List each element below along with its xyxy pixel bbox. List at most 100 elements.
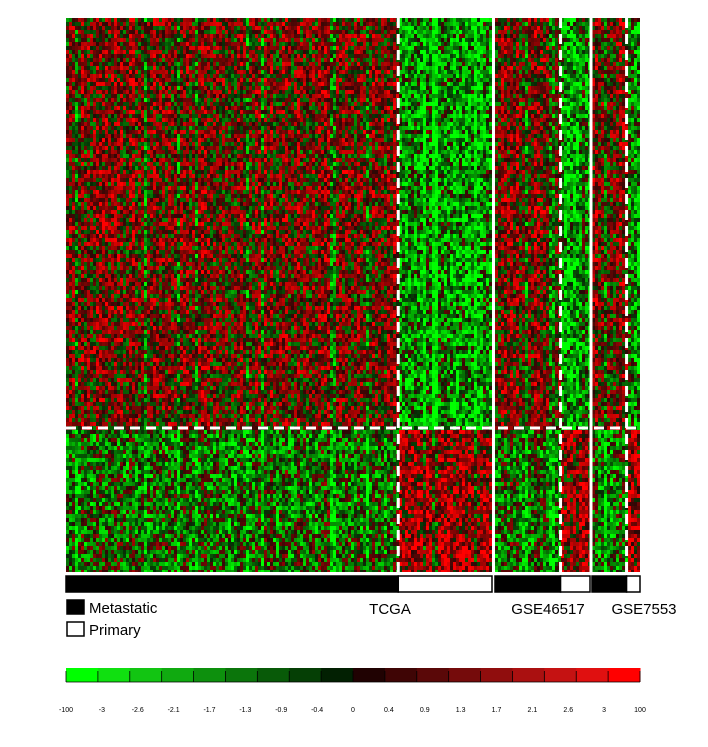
heatmap-cell xyxy=(282,106,285,110)
heatmap-cell xyxy=(324,70,327,74)
heatmap-cell xyxy=(117,154,120,158)
heatmap-cell xyxy=(189,94,192,98)
heatmap-cell xyxy=(420,46,423,50)
heatmap-cell xyxy=(306,78,309,82)
heatmap-cell xyxy=(204,114,207,118)
heatmap-cell xyxy=(477,38,480,42)
heatmap-cell xyxy=(477,150,480,154)
heatmap-cell xyxy=(426,82,429,86)
heatmap-cell xyxy=(234,34,237,38)
heatmap-cell xyxy=(252,22,255,26)
heatmap-cell xyxy=(459,30,462,34)
heatmap-cell xyxy=(210,22,213,26)
heatmap-cell xyxy=(351,110,354,114)
heatmap-cell xyxy=(225,54,228,58)
heatmap-cell xyxy=(456,134,459,138)
heatmap-cell xyxy=(336,34,339,38)
heatmap-cell xyxy=(306,94,309,98)
heatmap-cell xyxy=(174,46,177,50)
heatmap-cell xyxy=(159,86,162,90)
heatmap-cell xyxy=(354,86,357,90)
heatmap-cell xyxy=(258,114,261,118)
heatmap-cell xyxy=(354,34,357,38)
heatmap-cell xyxy=(408,154,411,158)
heatmap-cell xyxy=(303,150,306,154)
heatmap-cell xyxy=(105,74,108,78)
heatmap-cell xyxy=(216,30,219,34)
heatmap-cell xyxy=(186,86,189,90)
heatmap-cell xyxy=(96,102,99,106)
heatmap-cell xyxy=(339,78,342,82)
heatmap-cell xyxy=(198,98,201,102)
heatmap-cell xyxy=(303,50,306,54)
heatmap-cell xyxy=(153,98,156,102)
heatmap-cell xyxy=(294,58,297,62)
heatmap-cell xyxy=(405,70,408,74)
heatmap-cell xyxy=(486,22,489,26)
heatmap-cell xyxy=(390,134,393,138)
heatmap-cell xyxy=(117,30,120,34)
heatmap-cell xyxy=(249,42,252,46)
heatmap-cell xyxy=(288,118,291,122)
heatmap-cell xyxy=(114,142,117,146)
heatmap-cell xyxy=(123,18,126,22)
heatmap-cell xyxy=(135,30,138,34)
heatmap-cell xyxy=(165,138,168,142)
heatmap-cell xyxy=(195,38,198,42)
heatmap-cell xyxy=(384,134,387,138)
heatmap-cell xyxy=(252,154,255,158)
heatmap-cell xyxy=(291,26,294,30)
heatmap-cell xyxy=(423,18,426,22)
heatmap-cell xyxy=(486,106,489,110)
heatmap-cell xyxy=(477,114,480,118)
heatmap-cell xyxy=(108,134,111,138)
heatmap-cell xyxy=(414,94,417,98)
heatmap-cell xyxy=(138,102,141,106)
heatmap-cell xyxy=(75,30,78,34)
heatmap-cell xyxy=(87,90,90,94)
heatmap-cell xyxy=(237,78,240,82)
heatmap-cell xyxy=(471,38,474,42)
heatmap-cell xyxy=(273,154,276,158)
heatmap-cell xyxy=(351,138,354,142)
heatmap-cell xyxy=(192,142,195,146)
heatmap-cell xyxy=(180,26,183,30)
heatmap-cell xyxy=(327,122,330,126)
heatmap-cell xyxy=(132,118,135,122)
heatmap-cell xyxy=(483,114,486,118)
heatmap-cell xyxy=(369,114,372,118)
heatmap-cell xyxy=(144,158,147,162)
heatmap-cell xyxy=(363,106,366,110)
heatmap-cell xyxy=(141,42,144,46)
heatmap-cell xyxy=(330,22,333,26)
heatmap-cell xyxy=(291,82,294,86)
heatmap-cell xyxy=(126,50,129,54)
heatmap-cell xyxy=(411,102,414,106)
heatmap-cell xyxy=(240,50,243,54)
heatmap-cell xyxy=(123,90,126,94)
heatmap-cell xyxy=(150,106,153,110)
heatmap-cell xyxy=(240,54,243,58)
heatmap-cell xyxy=(69,42,72,46)
heatmap-cell xyxy=(345,66,348,70)
heatmap-cell xyxy=(309,122,312,126)
heatmap-cell xyxy=(207,154,210,158)
heatmap-cell xyxy=(474,38,477,42)
heatmap-cell xyxy=(291,138,294,142)
heatmap-cell xyxy=(183,90,186,94)
heatmap-cell xyxy=(285,150,288,154)
heatmap-cell xyxy=(99,134,102,138)
heatmap-cell xyxy=(297,54,300,58)
heatmap-cell xyxy=(288,82,291,86)
heatmap-cell xyxy=(462,22,465,26)
heatmap-cell xyxy=(162,98,165,102)
heatmap-cell xyxy=(342,138,345,142)
heatmap-cell xyxy=(354,118,357,122)
heatmap-cell xyxy=(75,134,78,138)
heatmap-cell xyxy=(384,106,387,110)
heatmap-cell xyxy=(69,106,72,110)
heatmap-cell xyxy=(261,138,264,142)
heatmap-cell xyxy=(480,26,483,30)
heatmap-cell xyxy=(168,154,171,158)
heatmap-cell xyxy=(168,102,171,106)
